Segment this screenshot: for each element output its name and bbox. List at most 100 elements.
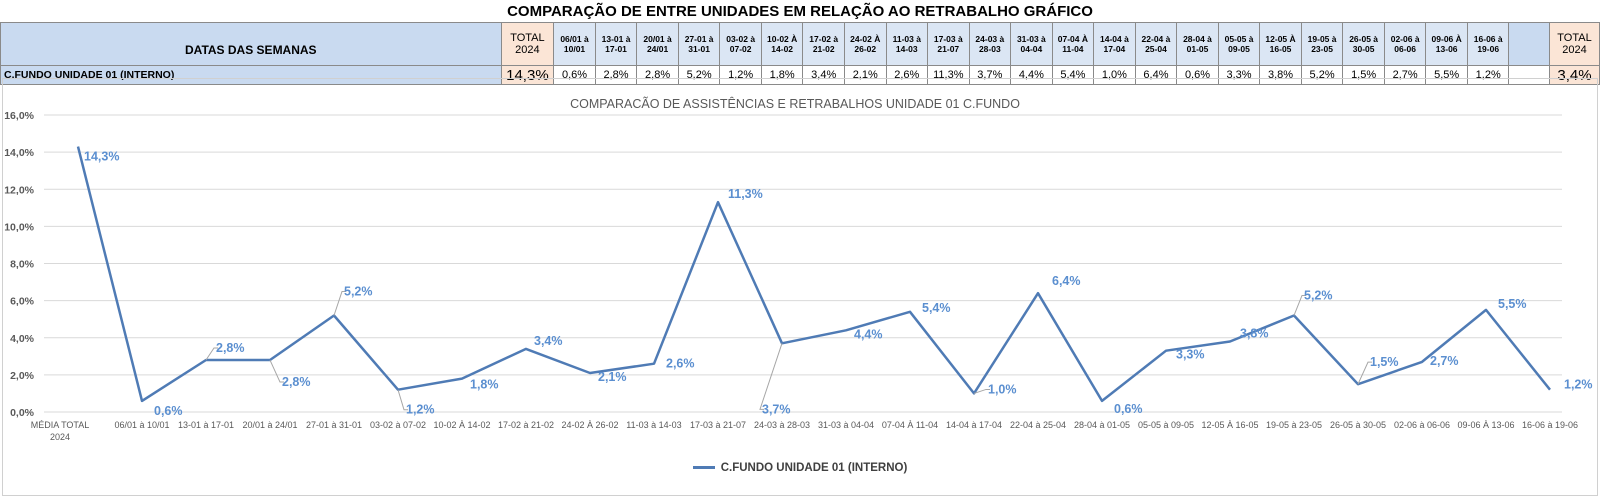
- week-value-cell[interactable]: 1,0%: [1093, 65, 1136, 85]
- week-header-cell[interactable]: 12-05 À 16-05: [1259, 22, 1302, 66]
- week-value-cell[interactable]: 0,6%: [1176, 65, 1219, 85]
- week-header-line2: 25-04: [1145, 44, 1167, 54]
- week-header-line1: 17-03 à: [933, 34, 963, 44]
- week-header-cell[interactable]: 09-06 À 13-06: [1425, 22, 1468, 66]
- week-value-cell[interactable]: 1,2%: [1466, 65, 1510, 85]
- x-tick-label: 28-04 à 01-05: [1074, 420, 1130, 430]
- week-header-cell[interactable]: 24-02 À 26-02: [843, 22, 887, 66]
- y-tick-label: 4,0%: [10, 333, 35, 345]
- week-value-cell[interactable]: 2,8%: [636, 65, 679, 85]
- week-header-line2: 14-03: [895, 44, 918, 54]
- data-label: 14,3%: [84, 150, 119, 164]
- y-tick-label: 16,0%: [4, 110, 34, 122]
- data-label: 1,2%: [406, 403, 435, 417]
- x-tick-label: 24-03 à 28-03: [754, 420, 810, 430]
- week-header-cell[interactable]: 13-01 à 17-01: [594, 22, 638, 66]
- label-leader-line: [333, 290, 346, 316]
- x-tick-label: 11-03 à 14-03: [626, 420, 681, 430]
- x-axis-tick-labels: MÉDIA TOTAL 2024 06/01 à 10/01 13-01 à 17-0…: [31, 420, 1578, 442]
- week-header-line1: 27-01 à: [684, 34, 714, 44]
- header-label-cell[interactable]: DATAS DAS SEMANAS: [0, 22, 502, 66]
- week-header-cell[interactable]: 10-02 À 14-02: [760, 22, 804, 66]
- x-tick-label: 27-01 à 31-01: [306, 420, 362, 430]
- header-total-right-line1: TOTAL: [1557, 32, 1592, 44]
- data-label: 5,4%: [922, 301, 951, 315]
- header-total-left-line2: 2024: [515, 44, 540, 56]
- x-tick-label: 31-03 à 04-04: [818, 420, 874, 430]
- week-header-line2: 21-07: [937, 44, 960, 54]
- x-tick-label: 05-05 à 09-05: [1138, 420, 1194, 430]
- week-header-line2: 24/01: [646, 44, 669, 54]
- week-header-line1: 20/01 à: [643, 34, 672, 44]
- x-tick-label: 16-06 à 19-06: [1522, 420, 1578, 430]
- header-total-right[interactable]: TOTAL 2024: [1549, 22, 1600, 66]
- week-header-cell[interactable]: 28-04 à 01-05: [1176, 22, 1219, 66]
- x-tick-label: 12-05 À 16-05: [1201, 420, 1258, 430]
- week-header-line2: 17-04: [1103, 44, 1126, 54]
- week-header-cell[interactable]: 06/01 à 10/01: [553, 22, 596, 66]
- week-header-cell[interactable]: 03-02 à 07-02: [719, 22, 762, 66]
- week-header-line2: 17-01: [605, 44, 627, 54]
- week-header-line1: 10-02 À: [767, 34, 798, 44]
- data-label: 6,4%: [1052, 274, 1081, 288]
- week-header-line2: 23-05: [1311, 44, 1333, 54]
- data-label: 3,7%: [762, 402, 791, 416]
- week-header-line2: 31-01: [688, 44, 710, 54]
- week-header-line1: 03-02 à: [726, 34, 756, 44]
- week-header-cell[interactable]: 05-05 à 09-05: [1217, 22, 1261, 66]
- header-total-left[interactable]: TOTAL 2024: [500, 22, 555, 66]
- week-header-cell[interactable]: 17-02 à 21-02: [802, 22, 845, 66]
- week-header-cell[interactable]: 17-03 à 21-07: [927, 22, 970, 66]
- week-value-cell[interactable]: 5,5%: [1425, 65, 1468, 85]
- week-header-line1: 13-01 à: [601, 34, 631, 44]
- x-tick-label: 19-05 à 23-05: [1266, 420, 1322, 430]
- data-label: 5,2%: [1304, 288, 1333, 302]
- week-header-cell[interactable]: 31-03 à 04-04: [1010, 22, 1053, 66]
- week-header-cell[interactable]: 07-04 À 11-04: [1051, 22, 1095, 66]
- x-tick-label: 10-02 À 14-02: [433, 420, 490, 430]
- label-leader-line: [973, 388, 990, 394]
- row-total-right[interactable]: 3,4%: [1549, 65, 1600, 85]
- week-header-line1: 12-05 À: [1265, 34, 1296, 44]
- row-label-cell[interactable]: C.FUNDO UNIDADE 01 (INTERNO): [0, 65, 502, 85]
- week-header-cell[interactable]: 11-03 à 14-03: [885, 22, 929, 66]
- data-label: 1,0%: [988, 382, 1017, 396]
- label-leader-line: [205, 347, 218, 361]
- week-header-line2: 06-06: [1394, 44, 1417, 54]
- data-label: 2,7%: [1430, 354, 1459, 368]
- week-header-line1: 07-04 À: [1057, 34, 1089, 44]
- data-label: 5,5%: [1498, 297, 1527, 311]
- data-label: 4,4%: [854, 327, 883, 341]
- x-tick-label: 06/01 à 10/01: [114, 420, 169, 430]
- week-header-cell[interactable]: 27-01 à 31-01: [677, 22, 721, 66]
- header-blank-cell[interactable]: [1508, 22, 1550, 66]
- x-tick-label: 09-06 À 13-06: [1457, 420, 1514, 430]
- week-header-cell[interactable]: 24-03 à 28-03: [968, 22, 1012, 66]
- week-header-cell[interactable]: 22-04 à 25-04: [1134, 22, 1178, 66]
- week-value-cell[interactable]: 2,1%: [843, 65, 887, 85]
- week-header-cell[interactable]: 02-06 à 06-06: [1383, 22, 1427, 66]
- x-tick-label: 17-02 à 21-02: [498, 420, 554, 430]
- week-value-cell[interactable]: 2,8%: [594, 65, 638, 85]
- chart-frame: [2, 78, 1598, 496]
- row-total-left[interactable]: 14,3%: [500, 65, 555, 85]
- data-label: 1,8%: [470, 378, 499, 392]
- label-leader-line: [397, 389, 408, 411]
- data-label: 3,4%: [534, 334, 563, 348]
- series-line: [76, 146, 1551, 403]
- week-header-cell[interactable]: 26-05 à 30-05: [1342, 22, 1385, 66]
- x-tick-label: 03-02 à 07-02: [370, 420, 426, 430]
- x-tick-label: 22-04 à 25-04: [1010, 420, 1066, 430]
- data-label: 1,2%: [1564, 378, 1593, 392]
- chart-legend[interactable]: C.FUNDO UNIDADE 01 (INTERNO): [0, 462, 1600, 474]
- week-value-cell[interactable]: 1,5%: [1342, 65, 1385, 85]
- week-header-line2: 16-05: [1269, 44, 1292, 54]
- week-header-line2: 04-04: [1020, 44, 1043, 54]
- week-header-line1: 24-02 À: [850, 34, 881, 44]
- y-tick-label: 6,0%: [10, 296, 35, 308]
- week-header-cell[interactable]: 16-06 à 19-06: [1466, 22, 1510, 66]
- week-value-cell[interactable]: 11,3%: [927, 65, 970, 85]
- data-labels: 14,3% 0,6% 2,8% 2,8% 5,2% 1,2% 1,8% 3,4% 2,1% 2,6…: [77, 146, 1593, 418]
- data-label: 2,8%: [216, 341, 245, 355]
